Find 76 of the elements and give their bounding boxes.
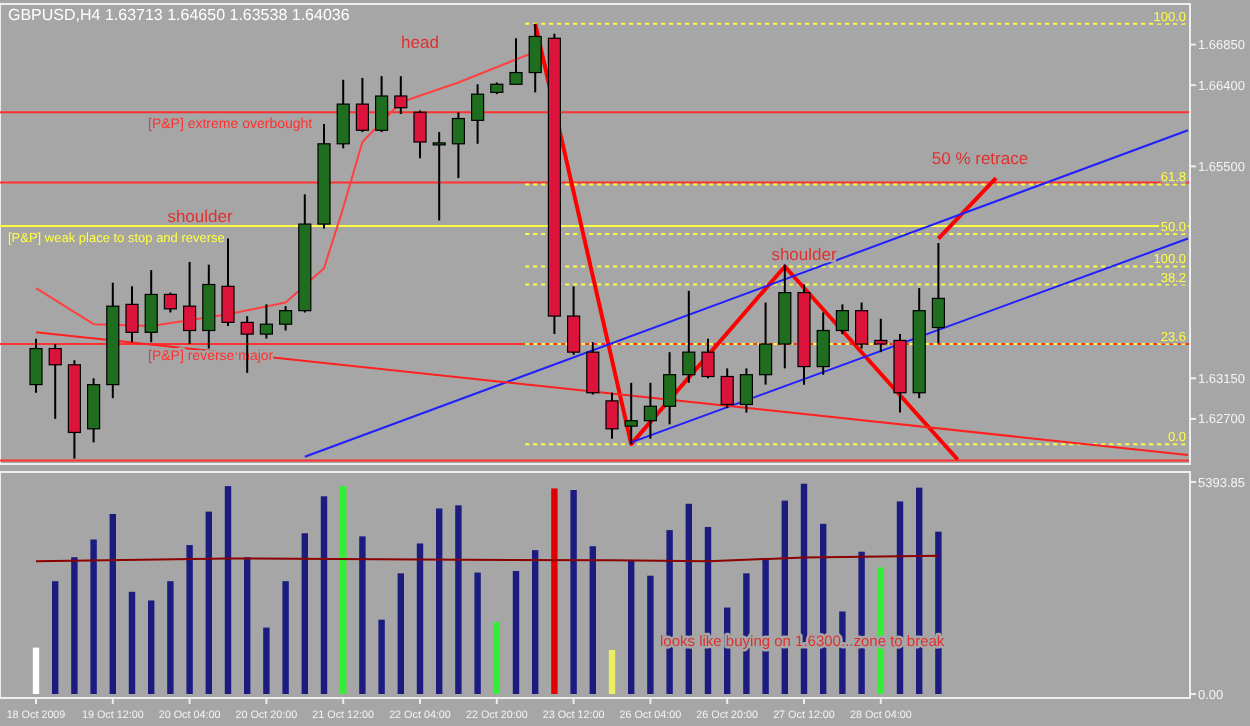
candlestick [183, 260, 197, 346]
candlestick [125, 285, 139, 344]
bar [340, 486, 347, 694]
candlestick [528, 22, 542, 94]
candlestick [874, 317, 888, 354]
bar [52, 581, 59, 694]
candlestick [202, 263, 216, 350]
candlestick [29, 337, 43, 394]
bar [186, 545, 193, 694]
bar [71, 557, 78, 694]
candlestick [855, 301, 869, 350]
candlestick [336, 78, 350, 150]
bar [628, 560, 635, 694]
bar [167, 581, 174, 694]
bar [109, 513, 116, 694]
candlestick [624, 381, 638, 446]
bar [378, 619, 385, 694]
chart-title: GBPUSD,H4 1.63713 1.64650 1.63538 1.64036 [8, 6, 351, 24]
bar [205, 511, 212, 694]
bar [32, 647, 40, 694]
annotation: shoulder [167, 206, 233, 226]
candlestick [87, 377, 101, 444]
candlestick [163, 291, 177, 314]
candlestick [48, 343, 62, 420]
bar [148, 600, 155, 694]
bar [397, 573, 404, 694]
candlestick [355, 76, 369, 134]
candlestick [279, 305, 293, 332]
candlestick [816, 311, 830, 376]
candlestick [144, 269, 158, 344]
candlestick [759, 301, 773, 386]
bar [551, 488, 558, 694]
annotation: shoulder [771, 244, 837, 264]
bar [512, 570, 520, 694]
candlestick [413, 109, 427, 160]
bar [263, 627, 270, 694]
candlestick [394, 75, 408, 116]
candlestick [682, 289, 696, 384]
candlestick [259, 303, 273, 340]
bar [493, 622, 500, 694]
bar [608, 649, 616, 694]
candlestick [643, 381, 657, 440]
bar [128, 591, 136, 694]
candlestick [509, 37, 523, 86]
candlestick [375, 75, 389, 134]
candlestick [663, 351, 677, 426]
annotation: head [401, 32, 440, 52]
candlestick [432, 131, 446, 222]
candlestick [471, 83, 485, 145]
bar [359, 536, 366, 694]
bar [416, 543, 424, 694]
bar [532, 550, 539, 694]
candlestick [586, 341, 600, 396]
bar [90, 539, 97, 694]
bar [282, 581, 289, 694]
bar [320, 496, 328, 694]
candlestick [701, 337, 715, 380]
candlestick [739, 367, 753, 414]
bar [301, 533, 308, 694]
candlestick [720, 367, 734, 410]
bar [570, 490, 577, 694]
bar [455, 505, 462, 694]
bar [589, 546, 596, 694]
candlestick [567, 285, 581, 356]
candlestick [605, 391, 619, 440]
candlestick [931, 242, 945, 345]
candlestick [451, 111, 465, 180]
candlestick [221, 237, 235, 327]
bar [436, 508, 443, 694]
candlestick [835, 303, 849, 336]
bar [474, 572, 481, 694]
annotation: 50 % retrace [931, 148, 1029, 168]
line-series [533, 21, 960, 462]
bar [244, 557, 251, 694]
bar [647, 575, 654, 694]
bar [224, 486, 232, 694]
